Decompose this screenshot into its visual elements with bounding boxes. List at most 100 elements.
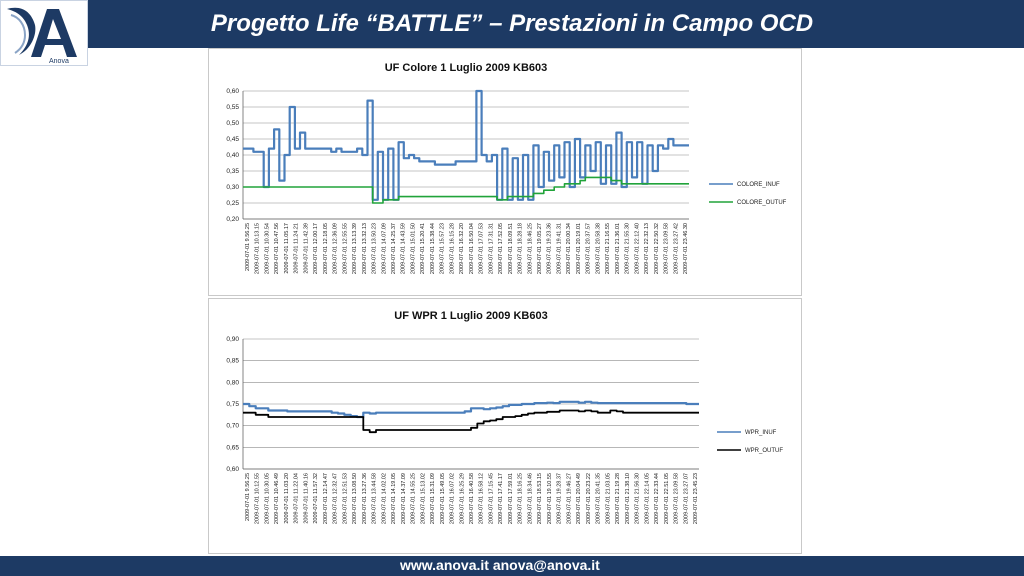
x-tick-label: 2009-07-01 23.09.58 (664, 223, 670, 274)
x-tick-label: 2009-07-01 18.16.25 (518, 473, 524, 524)
y-tick-label: 0,60 (226, 466, 239, 473)
y-tick-label: 0,85 (226, 358, 239, 365)
series-line-wpr-inuf (243, 400, 699, 419)
x-tick-label: 2009-07-01 17.41.17 (498, 473, 504, 524)
x-tick-label: 2009-07-01 12.32.47 (333, 473, 339, 524)
series-line-wpr-outuf (243, 409, 699, 434)
x-tick-label: 2009-07-01 13.44.58 (372, 473, 378, 524)
x-tick-label: 2009-07-01 12.14.47 (323, 473, 329, 524)
x-tick-label: 2009-07-01 18.34.46 (527, 473, 533, 524)
x-tick-label: 2009-07-01 14.19.05 (391, 473, 397, 524)
x-tick-label: 2009-07-01 13.32.13 (362, 223, 368, 274)
y-tick-label: 0,35 (226, 168, 239, 175)
x-tick-label: 2009-07-01 10.30.54 (264, 223, 270, 274)
series-line-colore-outuf (243, 176, 689, 204)
x-tick-label: 2009-07-01 10.30.05 (264, 473, 270, 524)
x-tick-label: 2009-07-01 20.00.34 (566, 223, 572, 274)
y-tick-label: 0,20 (226, 216, 239, 223)
x-tick-label: 2009-07-01 15.31.09 (430, 473, 436, 524)
x-tick-label: 2009-07-01 22.50.32 (654, 223, 660, 274)
x-tick-label: 2009-07-01 22.14.05 (644, 473, 650, 524)
anova-logo: Anova (0, 0, 88, 66)
x-tick-label: 2009-07-01 10.47.56 (274, 223, 280, 274)
x-tick-label: 2009-07-01 12.18.05 (323, 223, 329, 274)
x-tick-label: 2009-07-01 12.36.09 (333, 223, 339, 274)
x-tick-label: 2009-07-01 17.15.45 (488, 473, 494, 524)
chart-title: UF Colore 1 Luglio 2009 KB603 (385, 62, 548, 74)
x-tick-label: 2009-07-01 20.37.57 (586, 223, 592, 274)
chart-wpr-svg: UF WPR 1 Luglio 2009 KB603 0,60 0,65 0,70 0,… (226, 310, 783, 524)
y-tick-label: 0,55 (226, 104, 239, 111)
x-tick-label: 2009-07-01 14.43.59 (401, 223, 407, 274)
y-tick-label: 0,60 (226, 88, 239, 95)
x-tick-label: 2009-07-01 23.09.58 (674, 473, 680, 524)
x-tick-label: 2009-07-01 12.00.17 (313, 223, 319, 274)
y-tick-label: 0,40 (226, 152, 239, 159)
x-tick-label: 2009-07-01 20.19.01 (576, 223, 582, 274)
x-tick-label: 2009-07-01 9.56.25 (245, 473, 251, 521)
x-tick-label: 2009-07-01 16.58.12 (479, 473, 485, 524)
x-tick-label: 2009-07-01 21.16.55 (605, 223, 611, 274)
x-tick-label: 2009-07-01 10.46.49 (274, 473, 280, 524)
chart-colore-svg: UF Colore 1 Luglio 2009 KB603 0,20 0,25 0,3… (226, 62, 786, 274)
x-tick-label: 2009-07-01 15.20.41 (420, 223, 426, 274)
x-tick-label: 2009-07-01 20.58.38 (595, 223, 601, 274)
x-tick-label: 2009-07-01 15.38.44 (430, 223, 436, 274)
y-tick-label: 0,90 (226, 336, 239, 343)
footer-contact: www.anova.it anova@anova.it (400, 557, 600, 573)
x-tick-label: 2009-07-01 21.03.05 (605, 473, 611, 524)
y-tick-label: 0,65 (226, 444, 239, 451)
x-tick-label: 2009-07-01 11.24.21 (294, 223, 300, 274)
x-tick-label: 2009-07-01 10.12.55 (255, 473, 261, 524)
y-tick-label: 0,30 (226, 184, 239, 191)
x-tick-label: 2009-07-01 11.03.20 (284, 473, 290, 524)
x-tick-label: 2009-07-01 12.51.53 (342, 473, 348, 524)
x-tick-label: 2009-07-01 16.07.02 (450, 473, 456, 524)
x-tick-label: 2009-07-01 16.32.20 (459, 223, 465, 274)
x-tick-label: 2009-07-01 23.27.42 (673, 223, 679, 274)
logo-text: Anova (49, 58, 69, 65)
x-tick-label: 2009-07-01 13.27.36 (362, 473, 368, 524)
x-tick-label: 2009-07-01 17.31.31 (488, 223, 494, 274)
x-tick-label: 2009-07-01 9.56.25 (245, 223, 251, 271)
x-tick-label: 2009-07-01 21.56.30 (635, 473, 641, 524)
x-tick-label: 2009-07-01 23.46.30 (683, 223, 689, 274)
x-tick-label: 2009-07-01 20.04.49 (576, 473, 582, 524)
x-tick-label: 2009-07-01 19.23.36 (547, 223, 553, 274)
x-tick-label: 2009-07-01 10.13.15 (255, 223, 261, 274)
x-tick-label: 2009-07-01 21.55.30 (625, 223, 631, 274)
x-tick-label: 2009-07-01 22.51.05 (664, 473, 670, 524)
x-tick-label: 2009-07-01 17.52.05 (498, 223, 504, 274)
header-bar: Progetto Life “BATTLE” – Prestazioni in … (0, 0, 1024, 48)
x-tick-label: 2009-07-01 15.49.05 (440, 473, 446, 524)
y-tick-label: 0,70 (226, 423, 239, 430)
x-tick-label: 2009-07-01 19.46.27 (566, 473, 572, 524)
x-tick-label: 2009-07-01 22.32.13 (644, 223, 650, 274)
x-tick-label: 2009-07-01 11.42.39 (303, 223, 309, 274)
x-tick-label: 2009-07-01 20.41.35 (596, 473, 602, 524)
legend-label: COLORE_INUF (737, 182, 780, 188)
x-tick-label: 2009-07-01 15.57.23 (440, 223, 446, 274)
x-tick-label: 2009-07-01 21.38.10 (625, 473, 631, 524)
series-line-colore-inuf (243, 89, 689, 201)
x-tick-label: 2009-07-01 16.25.29 (459, 473, 465, 524)
x-tick-label: 2009-07-01 22.12.40 (634, 223, 640, 274)
x-tick-label: 2009-07-01 16.15.28 (449, 223, 455, 274)
x-tick-label: 2009-07-01 20.23.22 (586, 473, 592, 524)
y-tick-label: 0,80 (226, 379, 239, 386)
y-tick-label: 0,25 (226, 200, 239, 207)
chart-wpr: UF WPR 1 Luglio 2009 KB603 0,60 0,65 0,70 0,… (208, 298, 802, 554)
x-tick-label: 2009-07-01 18.46.25 (527, 223, 533, 274)
x-tick-label: 2009-07-01 13.50.23 (372, 223, 378, 274)
chart-colore: UF Colore 1 Luglio 2009 KB603 0,20 0,25 0,3… (208, 48, 802, 296)
y-tick-label: 0,45 (226, 136, 239, 143)
x-tick-label: 2009-07-01 16.40.58 (469, 473, 475, 524)
legend-label: WPR_INUF (745, 430, 777, 436)
x-tick-label: 2009-07-01 18.53.15 (537, 473, 543, 524)
x-tick-label: 2009-07-01 19.28.37 (557, 473, 563, 524)
footer-bar: www.anova.it anova@anova.it (0, 556, 1024, 576)
x-tick-label: 2009-07-01 21.19.28 (615, 473, 621, 524)
x-tick-label: 2009-07-01 16.50.04 (469, 223, 475, 274)
page-title: Progetto Life “BATTLE” – Prestazioni in … (210, 10, 814, 37)
x-tick-label: 2009-07-01 13.13.39 (352, 223, 358, 274)
